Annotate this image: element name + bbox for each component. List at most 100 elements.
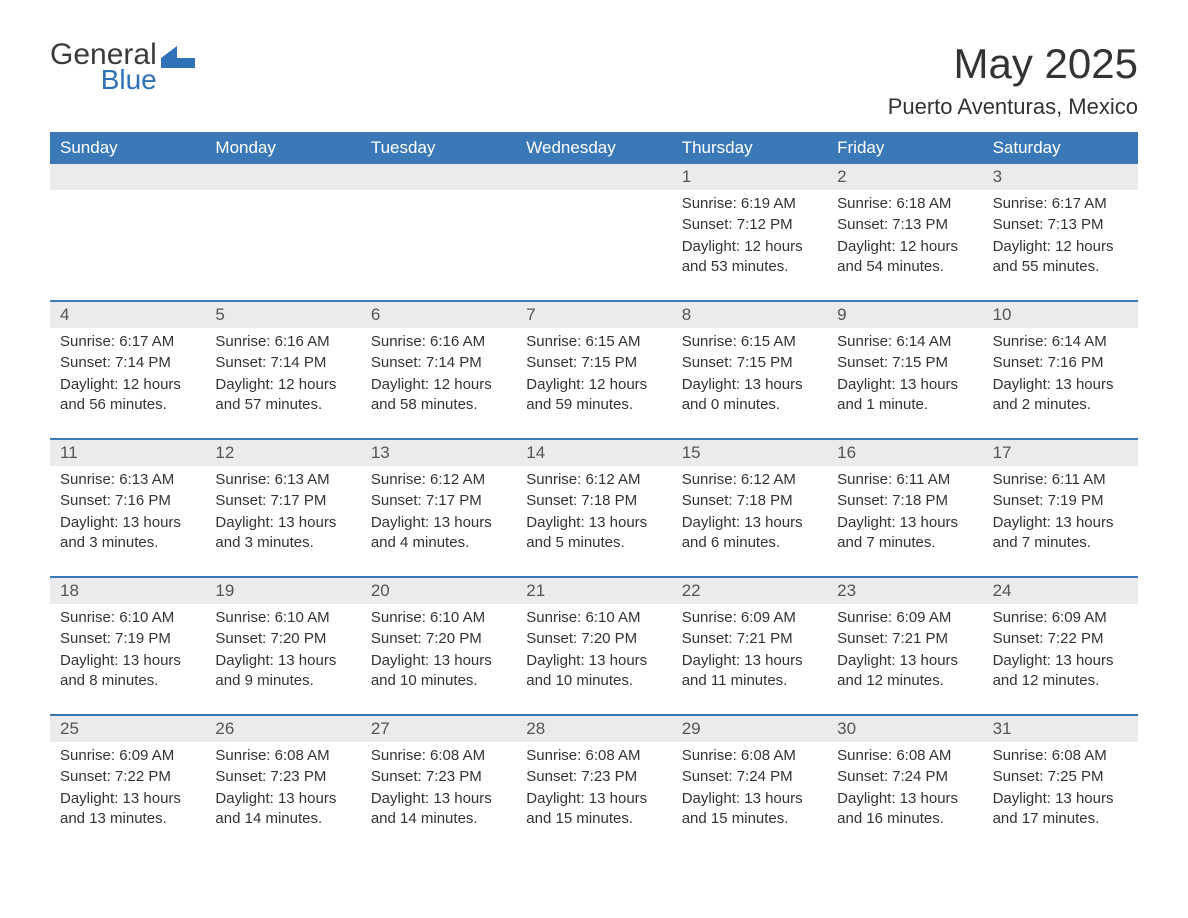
- weekday-header-row: SundayMondayTuesdayWednesdayThursdayFrid…: [50, 132, 1138, 164]
- day-cell: 6Sunrise: 6:16 AMSunset: 7:14 PMDaylight…: [361, 302, 516, 438]
- daylight-text: Daylight: 13 hours and 2 minutes.: [993, 375, 1128, 416]
- sunset-text: Sunset: 7:18 PM: [526, 491, 661, 511]
- sunset-text: Sunset: 7:16 PM: [60, 491, 195, 511]
- sunset-text: Sunset: 7:20 PM: [371, 629, 506, 649]
- sunset-text: Sunset: 7:19 PM: [60, 629, 195, 649]
- sunset-text: Sunset: 7:12 PM: [682, 215, 817, 235]
- empty-day-number: [50, 164, 205, 190]
- day-number: 22: [672, 578, 827, 604]
- daylight-text: Daylight: 13 hours and 15 minutes.: [682, 789, 817, 830]
- sunset-text: Sunset: 7:23 PM: [371, 767, 506, 787]
- sunset-text: Sunset: 7:21 PM: [837, 629, 972, 649]
- sunrise-text: Sunrise: 6:09 AM: [60, 746, 195, 766]
- sunset-text: Sunset: 7:15 PM: [837, 353, 972, 373]
- day-number: 16: [827, 440, 982, 466]
- day-number: 28: [516, 716, 671, 742]
- sunrise-text: Sunrise: 6:08 AM: [993, 746, 1128, 766]
- day-number: 18: [50, 578, 205, 604]
- day-cell: 16 Sunrise: 6:11 AMSunset: 7:18 PMDayligh…: [827, 440, 982, 576]
- daylight-text: Daylight: 13 hours and 6 minutes.: [682, 513, 817, 554]
- day-number: 2: [827, 164, 982, 190]
- day-cell: 27Sunrise: 6:08 AMSunset: 7:23 PMDayligh…: [361, 716, 516, 852]
- sunset-text: Sunset: 7:14 PM: [60, 353, 195, 373]
- daylight-text: Daylight: 13 hours and 7 minutes.: [993, 513, 1128, 554]
- daylight-text: Daylight: 13 hours and 1 minute.: [837, 375, 972, 416]
- logo-text: General Blue: [50, 40, 157, 94]
- sunrise-text: Sunrise: 6:11 AM: [993, 470, 1128, 490]
- sunset-text: Sunset: 7:17 PM: [371, 491, 506, 511]
- empty-day-number: [205, 164, 360, 190]
- sunrise-text: Sunrise: 6:10 AM: [60, 608, 195, 628]
- daylight-text: Daylight: 13 hours and 17 minutes.: [993, 789, 1128, 830]
- day-details: Sunrise: 6:14 AMSunset: 7:16 PMDaylight:…: [983, 332, 1138, 415]
- sunset-text: Sunset: 7:23 PM: [215, 767, 350, 787]
- day-cell: 26Sunrise: 6:08 AMSunset: 7:23 PMDayligh…: [205, 716, 360, 852]
- day-number: 25: [50, 716, 205, 742]
- sunset-text: Sunset: 7:13 PM: [993, 215, 1128, 235]
- sunrise-text: Sunrise: 6:10 AM: [215, 608, 350, 628]
- weekday-header: Sunday: [50, 132, 205, 164]
- daylight-text: Daylight: 13 hours and 10 minutes.: [526, 651, 661, 692]
- day-cell: 24Sunrise: 6:09 AMSunset: 7:22 PMDayligh…: [983, 578, 1138, 714]
- day-details: Sunrise: 6:17 AMSunset: 7:13 PMDaylight:…: [983, 194, 1138, 277]
- week-row: 25 Sunrise: 6:09 AMSunset: 7:22 PMDayligh…: [50, 714, 1138, 852]
- week-row: 18Sunrise: 6:10 AMSunset: 7:19 PMDayligh…: [50, 576, 1138, 714]
- day-number: 23: [827, 578, 982, 604]
- day-number: 6: [361, 302, 516, 328]
- day-cell: 7Sunrise: 6:15 AMSunset: 7:15 PMDaylight…: [516, 302, 671, 438]
- daylight-text: Daylight: 13 hours and 5 minutes.: [526, 513, 661, 554]
- day-cell: 1Sunrise: 6:19 AMSunset: 7:12 PMDaylight…: [672, 164, 827, 300]
- daylight-text: Daylight: 12 hours and 54 minutes.: [837, 237, 972, 278]
- day-details: Sunrise: 6:08 AMSunset: 7:25 PMDaylight:…: [983, 746, 1138, 829]
- day-cell: 9Sunrise: 6:14 AMSunset: 7:15 PMDaylight…: [827, 302, 982, 438]
- daylight-text: Daylight: 13 hours and 4 minutes.: [371, 513, 506, 554]
- sunrise-text: Sunrise: 6:17 AM: [60, 332, 195, 352]
- daylight-text: Daylight: 13 hours and 12 minutes.: [837, 651, 972, 692]
- day-cell: 23 Sunrise: 6:09 AMSunset: 7:21 PMDayligh…: [827, 578, 982, 714]
- sunset-text: Sunset: 7:20 PM: [526, 629, 661, 649]
- sunrise-text: Sunrise: 6:14 AM: [993, 332, 1128, 352]
- sunset-text: Sunset: 7:19 PM: [993, 491, 1128, 511]
- title-block: May 2025 Puerto Aventuras, Mexico: [888, 40, 1138, 120]
- day-cell: 8Sunrise: 6:15 AMSunset: 7:15 PMDaylight…: [672, 302, 827, 438]
- sunrise-text: Sunrise: 6:09 AM: [682, 608, 817, 628]
- day-cell: 28 Sunrise: 6:08 AMSunset: 7:23 PMDayligh…: [516, 716, 671, 852]
- day-details: Sunrise: 6:14 AMSunset: 7:15 PMDaylight:…: [827, 332, 982, 415]
- daylight-text: Daylight: 12 hours and 58 minutes.: [371, 375, 506, 416]
- daylight-text: Daylight: 13 hours and 8 minutes.: [60, 651, 195, 692]
- week-row: 11Sunrise: 6:13 AMSunset: 7:16 PMDayligh…: [50, 438, 1138, 576]
- sunrise-text: Sunrise: 6:12 AM: [371, 470, 506, 490]
- weekday-header: Monday: [205, 132, 360, 164]
- day-details: Sunrise: 6:18 AMSunset: 7:13 PMDaylight:…: [827, 194, 982, 277]
- day-number: 10: [983, 302, 1138, 328]
- sunset-text: Sunset: 7:20 PM: [215, 629, 350, 649]
- day-cell: 10 Sunrise: 6:14 AMSunset: 7:16 PMDayligh…: [983, 302, 1138, 438]
- day-cell: 31Sunrise: 6:08 AMSunset: 7:25 PMDayligh…: [983, 716, 1138, 852]
- sunrise-text: Sunrise: 6:13 AM: [215, 470, 350, 490]
- sunrise-text: Sunrise: 6:08 AM: [371, 746, 506, 766]
- day-details: Sunrise: 6:17 AMSunset: 7:14 PMDaylight:…: [50, 332, 205, 415]
- day-details: Sunrise: 6:08 AMSunset: 7:23 PMDaylight:…: [361, 746, 516, 829]
- sunset-text: Sunset: 7:23 PM: [526, 767, 661, 787]
- day-details: Sunrise: 6:15 AMSunset: 7:15 PMDaylight:…: [516, 332, 671, 415]
- day-number: 13: [361, 440, 516, 466]
- sunrise-text: Sunrise: 6:13 AM: [60, 470, 195, 490]
- day-details: Sunrise: 6:09 AMSunset: 7:22 PMDaylight:…: [50, 746, 205, 829]
- day-number: 5: [205, 302, 360, 328]
- day-cell: 2 Sunrise: 6:18 AMSunset: 7:13 PMDaylight…: [827, 164, 982, 300]
- sunrise-text: Sunrise: 6:08 AM: [837, 746, 972, 766]
- location: Puerto Aventuras, Mexico: [888, 94, 1138, 120]
- day-number: 4: [50, 302, 205, 328]
- sunrise-text: Sunrise: 6:09 AM: [837, 608, 972, 628]
- day-details: Sunrise: 6:12 AMSunset: 7:18 PMDaylight:…: [516, 470, 671, 553]
- day-details: Sunrise: 6:12 AMSunset: 7:18 PMDaylight:…: [672, 470, 827, 553]
- day-details: Sunrise: 6:08 AMSunset: 7:23 PMDaylight:…: [516, 746, 671, 829]
- daylight-text: Daylight: 13 hours and 13 minutes.: [60, 789, 195, 830]
- sunrise-text: Sunrise: 6:10 AM: [371, 608, 506, 628]
- weekday-header: Wednesday: [516, 132, 671, 164]
- day-number: 21: [516, 578, 671, 604]
- day-cell: 20Sunrise: 6:10 AMSunset: 7:20 PMDayligh…: [361, 578, 516, 714]
- weekday-header: Saturday: [983, 132, 1138, 164]
- day-details: Sunrise: 6:11 AMSunset: 7:18 PMDaylight:…: [827, 470, 982, 553]
- day-number: 30: [827, 716, 982, 742]
